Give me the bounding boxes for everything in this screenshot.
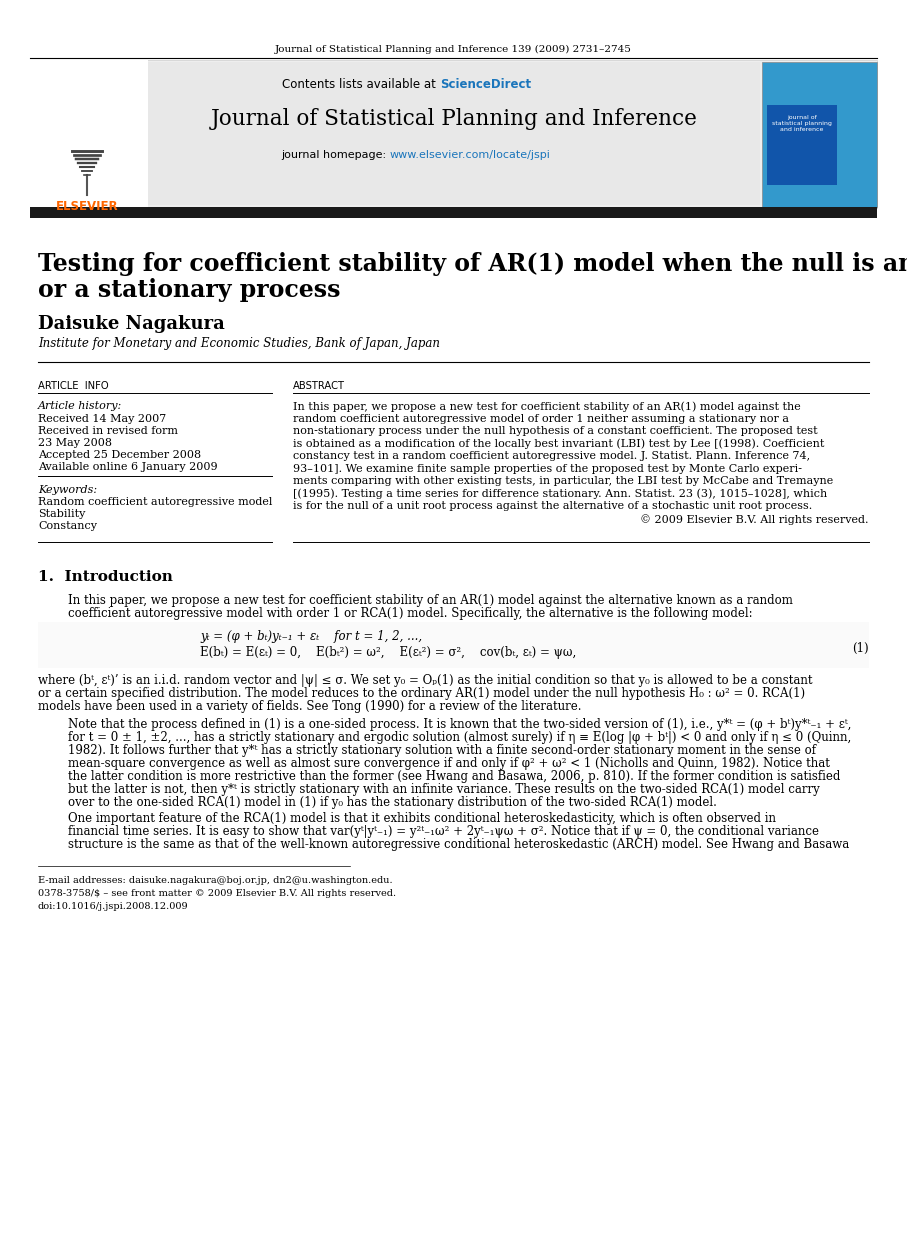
Bar	[30, 59, 877, 208]
Text: Received 14 May 2007: Received 14 May 2007	[38, 413, 166, 423]
Text: Testing for coefficient stability of AR(1) model when the null is an integrated: Testing for coefficient stability of AR(…	[38, 253, 907, 276]
Text: ARTICLE  INFO: ARTICLE INFO	[38, 381, 109, 391]
Text: 1.  Introduction: 1. Introduction	[38, 569, 173, 584]
Bar	[148, 62, 760, 206]
Text: ScienceDirect: ScienceDirect	[440, 78, 532, 92]
Text: 93–101]. We examine finite sample properties of the proposed test by Monte Carlo: 93–101]. We examine finite sample proper…	[293, 463, 802, 473]
Text: Random coefficient autoregressive model: Random coefficient autoregressive model	[38, 496, 272, 508]
Bar	[767, 105, 837, 184]
Text: coefficient autoregressive model with order 1 or RCA(1) model. Specifically, the: coefficient autoregressive model with or…	[68, 607, 753, 620]
Text: but the latter is not, then y*ᵗ is strictly stationary with an infinite variance: but the latter is not, then y*ᵗ is stric…	[68, 782, 820, 796]
Text: Journal of Statistical Planning and Inference: Journal of Statistical Planning and Infe…	[210, 108, 697, 130]
Text: where (bᵗ, εᵗ)’ is an i.i.d. random vector and |ψ| ≤ σ. We set y₀ = Oₚ(1) as the: where (bᵗ, εᵗ)’ is an i.i.d. random vect…	[38, 673, 813, 687]
Text: models have been used in a variety of fields. See Tong (1990) for a review of th: models have been used in a variety of fi…	[38, 699, 581, 713]
Text: ments comparing with other existing tests, in particular, the LBI test by McCabe: ments comparing with other existing test…	[293, 475, 834, 487]
Text: Journal of Statistical Planning and Inference 139 (2009) 2731–2745: Journal of Statistical Planning and Infe…	[275, 45, 631, 54]
Text: www.elsevier.com/locate/jspi: www.elsevier.com/locate/jspi	[390, 150, 551, 160]
Text: ABSTRACT: ABSTRACT	[293, 381, 345, 391]
Text: structure is the same as that of the well-known autoregressive conditional heter: structure is the same as that of the wel…	[68, 838, 849, 851]
Text: random coefficient autoregressive model of order 1 neither assuming a stationary: random coefficient autoregressive model …	[293, 413, 789, 423]
Text: 1982). It follows further that y*ᵗ has a strictly stationary solution with a fin: 1982). It follows further that y*ᵗ has a…	[68, 744, 816, 756]
Text: Keywords:: Keywords:	[38, 485, 97, 495]
Text: or a certain specified distribution. The model reduces to the ordinary AR(1) mod: or a certain specified distribution. The…	[38, 687, 805, 699]
Bar	[762, 62, 877, 207]
Text: for t = 0 ± 1, ±2, ..., has a strictly stationary and ergodic solution (almost s: for t = 0 ± 1, ±2, ..., has a strictly s…	[68, 730, 852, 744]
Text: In this paper, we propose a new test for coefficient stability of an AR(1) model: In this paper, we propose a new test for…	[293, 401, 801, 411]
Bar	[30, 59, 148, 208]
Text: yₜ = (φ + bₜ)yₜ₋₁ + εₜ    for t = 1, 2, ...,: yₜ = (φ + bₜ)yₜ₋₁ + εₜ for t = 1, 2, ...…	[200, 630, 422, 643]
Text: over to the one-sided RCA(1) model in (1) if y₀ has the stationary distribution : over to the one-sided RCA(1) model in (1…	[68, 796, 717, 808]
Text: is obtained as a modification of the locally best invariant (LBI) test by Lee [(: is obtained as a modification of the loc…	[293, 438, 824, 449]
Text: constancy test in a random coefficient autoregressive model. J. Statist. Plann. : constancy test in a random coefficient a…	[293, 451, 810, 461]
Text: Available online 6 January 2009: Available online 6 January 2009	[38, 462, 218, 472]
Text: [(1995). Testing a time series for difference stationary. Ann. Statist. 23 (3), : [(1995). Testing a time series for diffe…	[293, 489, 827, 499]
Text: Note that the process defined in (1) is a one-sided process. It is known that th: Note that the process defined in (1) is …	[68, 718, 852, 730]
Text: Received in revised form: Received in revised form	[38, 426, 178, 436]
Text: financial time series. It is easy to show that var(yᵗ|yᵗ₋₁) = y²ᵗ₋₁ω² + 2yᵗ₋₁ψω : financial time series. It is easy to sho…	[68, 825, 819, 838]
Text: 0378-3758/$ – see front matter © 2009 Elsevier B.V. All rights reserved.: 0378-3758/$ – see front matter © 2009 El…	[38, 889, 396, 898]
Text: E(bₜ) = E(εₜ) = 0,    E(bₜ²) = ω²,    E(εₜ²) = σ²,    cov(bₜ, εₜ) = ψω,: E(bₜ) = E(εₜ) = 0, E(bₜ²) = ω², E(εₜ²) =…	[200, 646, 576, 659]
Text: In this paper, we propose a new test for coefficient stability of an AR(1) model: In this paper, we propose a new test for…	[68, 594, 793, 607]
Text: 23 May 2008: 23 May 2008	[38, 438, 112, 448]
Text: non-stationary process under the null hypothesis of a constant coefficient. The : non-stationary process under the null hy…	[293, 426, 817, 436]
Text: Constancy: Constancy	[38, 521, 97, 531]
Text: One important feature of the RCA(1) model is that it exhibits conditional hetero: One important feature of the RCA(1) mode…	[68, 812, 776, 825]
Text: (1): (1)	[852, 643, 869, 655]
Text: Accepted 25 December 2008: Accepted 25 December 2008	[38, 449, 201, 461]
Text: Institute for Monetary and Economic Studies, Bank of Japan, Japan: Institute for Monetary and Economic Stud…	[38, 337, 440, 350]
Text: journal of
statistical planning
and inference: journal of statistical planning and infe…	[772, 115, 832, 131]
Text: © 2009 Elsevier B.V. All rights reserved.: © 2009 Elsevier B.V. All rights reserved…	[640, 514, 869, 525]
Text: E-mail addresses: daisuke.nagakura@boj.or.jp, dn2@u.washington.edu.: E-mail addresses: daisuke.nagakura@boj.o…	[38, 877, 393, 885]
Text: is for the null of a unit root process against the alternative of a stochastic u: is for the null of a unit root process a…	[293, 501, 813, 511]
Bar	[30, 207, 877, 218]
Text: mean-square convergence as well as almost sure convergence if and only if φ² + ω: mean-square convergence as well as almos…	[68, 756, 830, 770]
Text: or a stationary process: or a stationary process	[38, 279, 340, 302]
Text: ELSEVIER: ELSEVIER	[55, 201, 118, 213]
Text: Stability: Stability	[38, 509, 85, 519]
Text: doi:10.1016/j.jspi.2008.12.009: doi:10.1016/j.jspi.2008.12.009	[38, 903, 189, 911]
Bar	[38, 621, 869, 669]
Text: Daisuke Nagakura: Daisuke Nagakura	[38, 314, 225, 333]
Text: journal homepage:: journal homepage:	[281, 150, 390, 160]
Text: Article history:: Article history:	[38, 401, 122, 411]
Text: Contents lists available at: Contents lists available at	[282, 78, 440, 92]
Text: the latter condition is more restrictive than the former (see Hwang and Basawa, : the latter condition is more restrictive…	[68, 770, 841, 782]
